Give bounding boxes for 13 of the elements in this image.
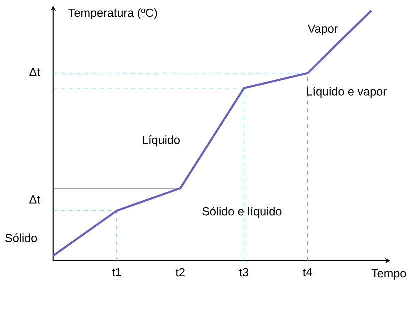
x-tick-label: t1 [112, 268, 122, 276]
text: Δt [30, 68, 40, 76]
text: Sólido [6, 234, 38, 242]
y-axis-title: Temperatura (ºC) [68, 8, 158, 20]
annotation: Líquido [143, 135, 180, 147]
annotation: Vapor [308, 24, 338, 36]
x-tick-label: t4 [303, 268, 312, 276]
x-tick-label: t3 [239, 268, 249, 277]
annotation: Sólido e líquido [202, 206, 282, 218]
x-axis-title: Tempo [372, 269, 406, 280]
text: Δt [30, 196, 40, 204]
annotation: Líquido e vapor [307, 86, 387, 98]
x-tick-label: t2 [176, 268, 185, 277]
